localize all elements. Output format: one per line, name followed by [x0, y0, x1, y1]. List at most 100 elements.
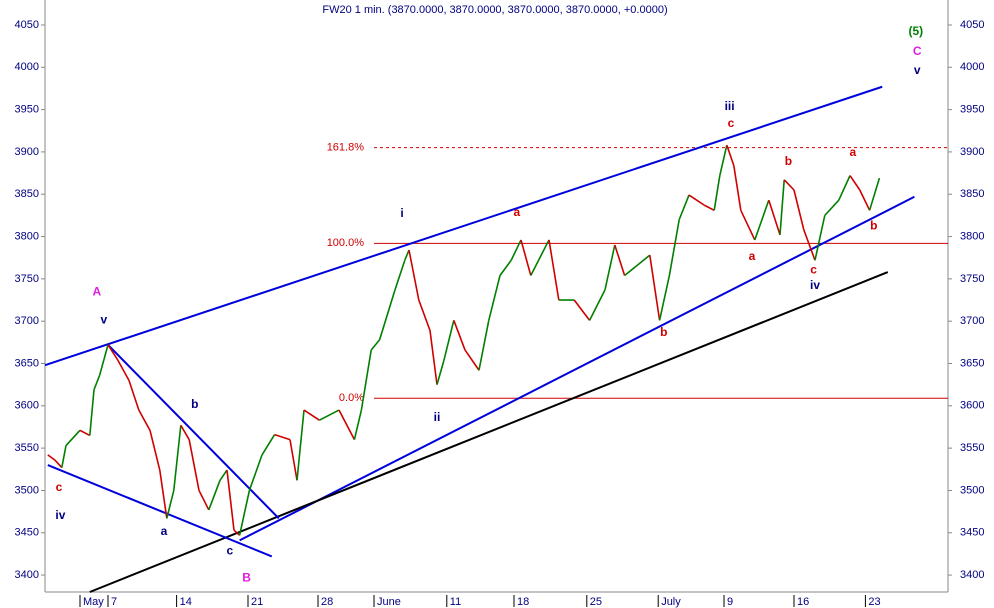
- x-tick-label: 7: [111, 596, 117, 608]
- x-tick-label: 18: [517, 596, 529, 608]
- wave-label: c: [226, 544, 233, 558]
- y-tick-label: 3650: [15, 357, 39, 369]
- y-tick-label: 3950: [15, 104, 39, 116]
- x-tick-label: June: [377, 596, 401, 608]
- x-tick-label: 11: [450, 596, 461, 608]
- price-segment: [793, 189, 805, 230]
- price-segment: [149, 430, 161, 471]
- y-tick-label: 3450: [960, 527, 984, 539]
- price-segment: [624, 254, 651, 277]
- y-tick-label: 3750: [960, 273, 984, 285]
- wave-label: B: [242, 571, 251, 585]
- price-segment: [573, 299, 591, 321]
- price-segment: [274, 433, 291, 441]
- y-tick-label: 3850: [15, 188, 39, 200]
- y-tick-label: 3550: [960, 442, 984, 454]
- price-segment: [159, 470, 168, 519]
- y-tick-label: 3400: [960, 569, 984, 581]
- y-tick-label: 3900: [15, 146, 39, 158]
- price-segment: [198, 490, 210, 511]
- wave-label: v: [100, 313, 107, 327]
- fib-label: 0.0%: [339, 392, 364, 404]
- price-segment: [868, 177, 881, 211]
- price-segment: [404, 249, 410, 261]
- price-segment: [678, 194, 690, 220]
- price-segment: [668, 219, 680, 276]
- y-tick-label: 3400: [15, 569, 39, 581]
- price-segment: [859, 189, 871, 211]
- x-tick-label: 21: [251, 596, 263, 608]
- price-segment: [138, 409, 151, 431]
- price-segment: [54, 459, 63, 469]
- price-segment: [226, 470, 235, 531]
- y-tick-label: 3800: [960, 230, 984, 242]
- fib-label: 161.8%: [327, 142, 365, 154]
- price-segment: [658, 275, 671, 321]
- y-tick-label: 4050: [960, 19, 984, 31]
- price-segment: [238, 490, 251, 536]
- price-segment: [429, 330, 438, 385]
- wave-label: iv: [810, 278, 820, 292]
- price-segment: [338, 409, 356, 441]
- trendline: [89, 271, 889, 593]
- price-segment: [520, 239, 532, 276]
- y-tick-label: 3900: [960, 146, 984, 158]
- y-tick-label: 4000: [960, 61, 984, 73]
- price-segment: [89, 389, 95, 436]
- wave-label: a: [161, 524, 168, 538]
- price-segment: [233, 529, 241, 536]
- price-segment: [107, 344, 119, 361]
- wave-label: A: [92, 285, 101, 299]
- price-segment: [98, 344, 109, 376]
- price-segment: [713, 175, 721, 211]
- y-tick-label: 3600: [960, 400, 984, 412]
- price-segment: [93, 375, 101, 391]
- x-tick-label: July: [661, 596, 681, 608]
- price-segment: [478, 320, 490, 371]
- wave-label: b: [191, 397, 198, 411]
- price-segment: [779, 179, 785, 235]
- price-segment: [79, 429, 91, 437]
- price-segment: [219, 469, 228, 481]
- price-segment: [319, 409, 340, 421]
- x-tick-label: 14: [180, 596, 192, 608]
- price-segment: [360, 349, 372, 411]
- price-segment: [208, 480, 221, 511]
- price-segment: [61, 445, 67, 468]
- price-segment: [173, 425, 182, 491]
- price-segment: [128, 380, 140, 411]
- y-tick-label: 3450: [15, 527, 39, 539]
- price-segment: [499, 259, 512, 276]
- y-tick-label: 3700: [960, 315, 984, 327]
- price-segment: [418, 299, 431, 331]
- wave-label: b: [660, 325, 667, 339]
- wave-label: iv: [55, 508, 65, 522]
- wave-label: c: [56, 480, 63, 494]
- wave-label: ii: [434, 410, 441, 424]
- price-segment: [248, 454, 263, 491]
- price-segment: [261, 434, 276, 456]
- price-segment: [180, 424, 190, 441]
- price-segment: [704, 204, 715, 212]
- chart-title: FW20 1 min. (3870.0000, 3870.0000, 3870.…: [322, 4, 667, 16]
- y-tick-label: 3800: [15, 230, 39, 242]
- price-segment: [838, 175, 851, 201]
- price-segment: [614, 244, 626, 276]
- price-segment: [436, 359, 445, 385]
- wave-label: c: [728, 116, 735, 130]
- price-segment: [849, 175, 861, 191]
- price-segment: [289, 439, 298, 481]
- wave-label: (5): [908, 24, 923, 38]
- price-segment: [408, 249, 420, 301]
- price-segment: [453, 320, 466, 351]
- trendline: [47, 464, 273, 558]
- price-segment: [443, 320, 455, 361]
- price-segment: [303, 409, 320, 421]
- trendline: [239, 195, 915, 542]
- price-segment: [803, 229, 816, 261]
- trendline: [44, 85, 883, 367]
- x-tick-label: 25: [590, 596, 602, 608]
- x-tick-label: 28: [321, 596, 333, 608]
- y-tick-label: 3750: [15, 273, 39, 285]
